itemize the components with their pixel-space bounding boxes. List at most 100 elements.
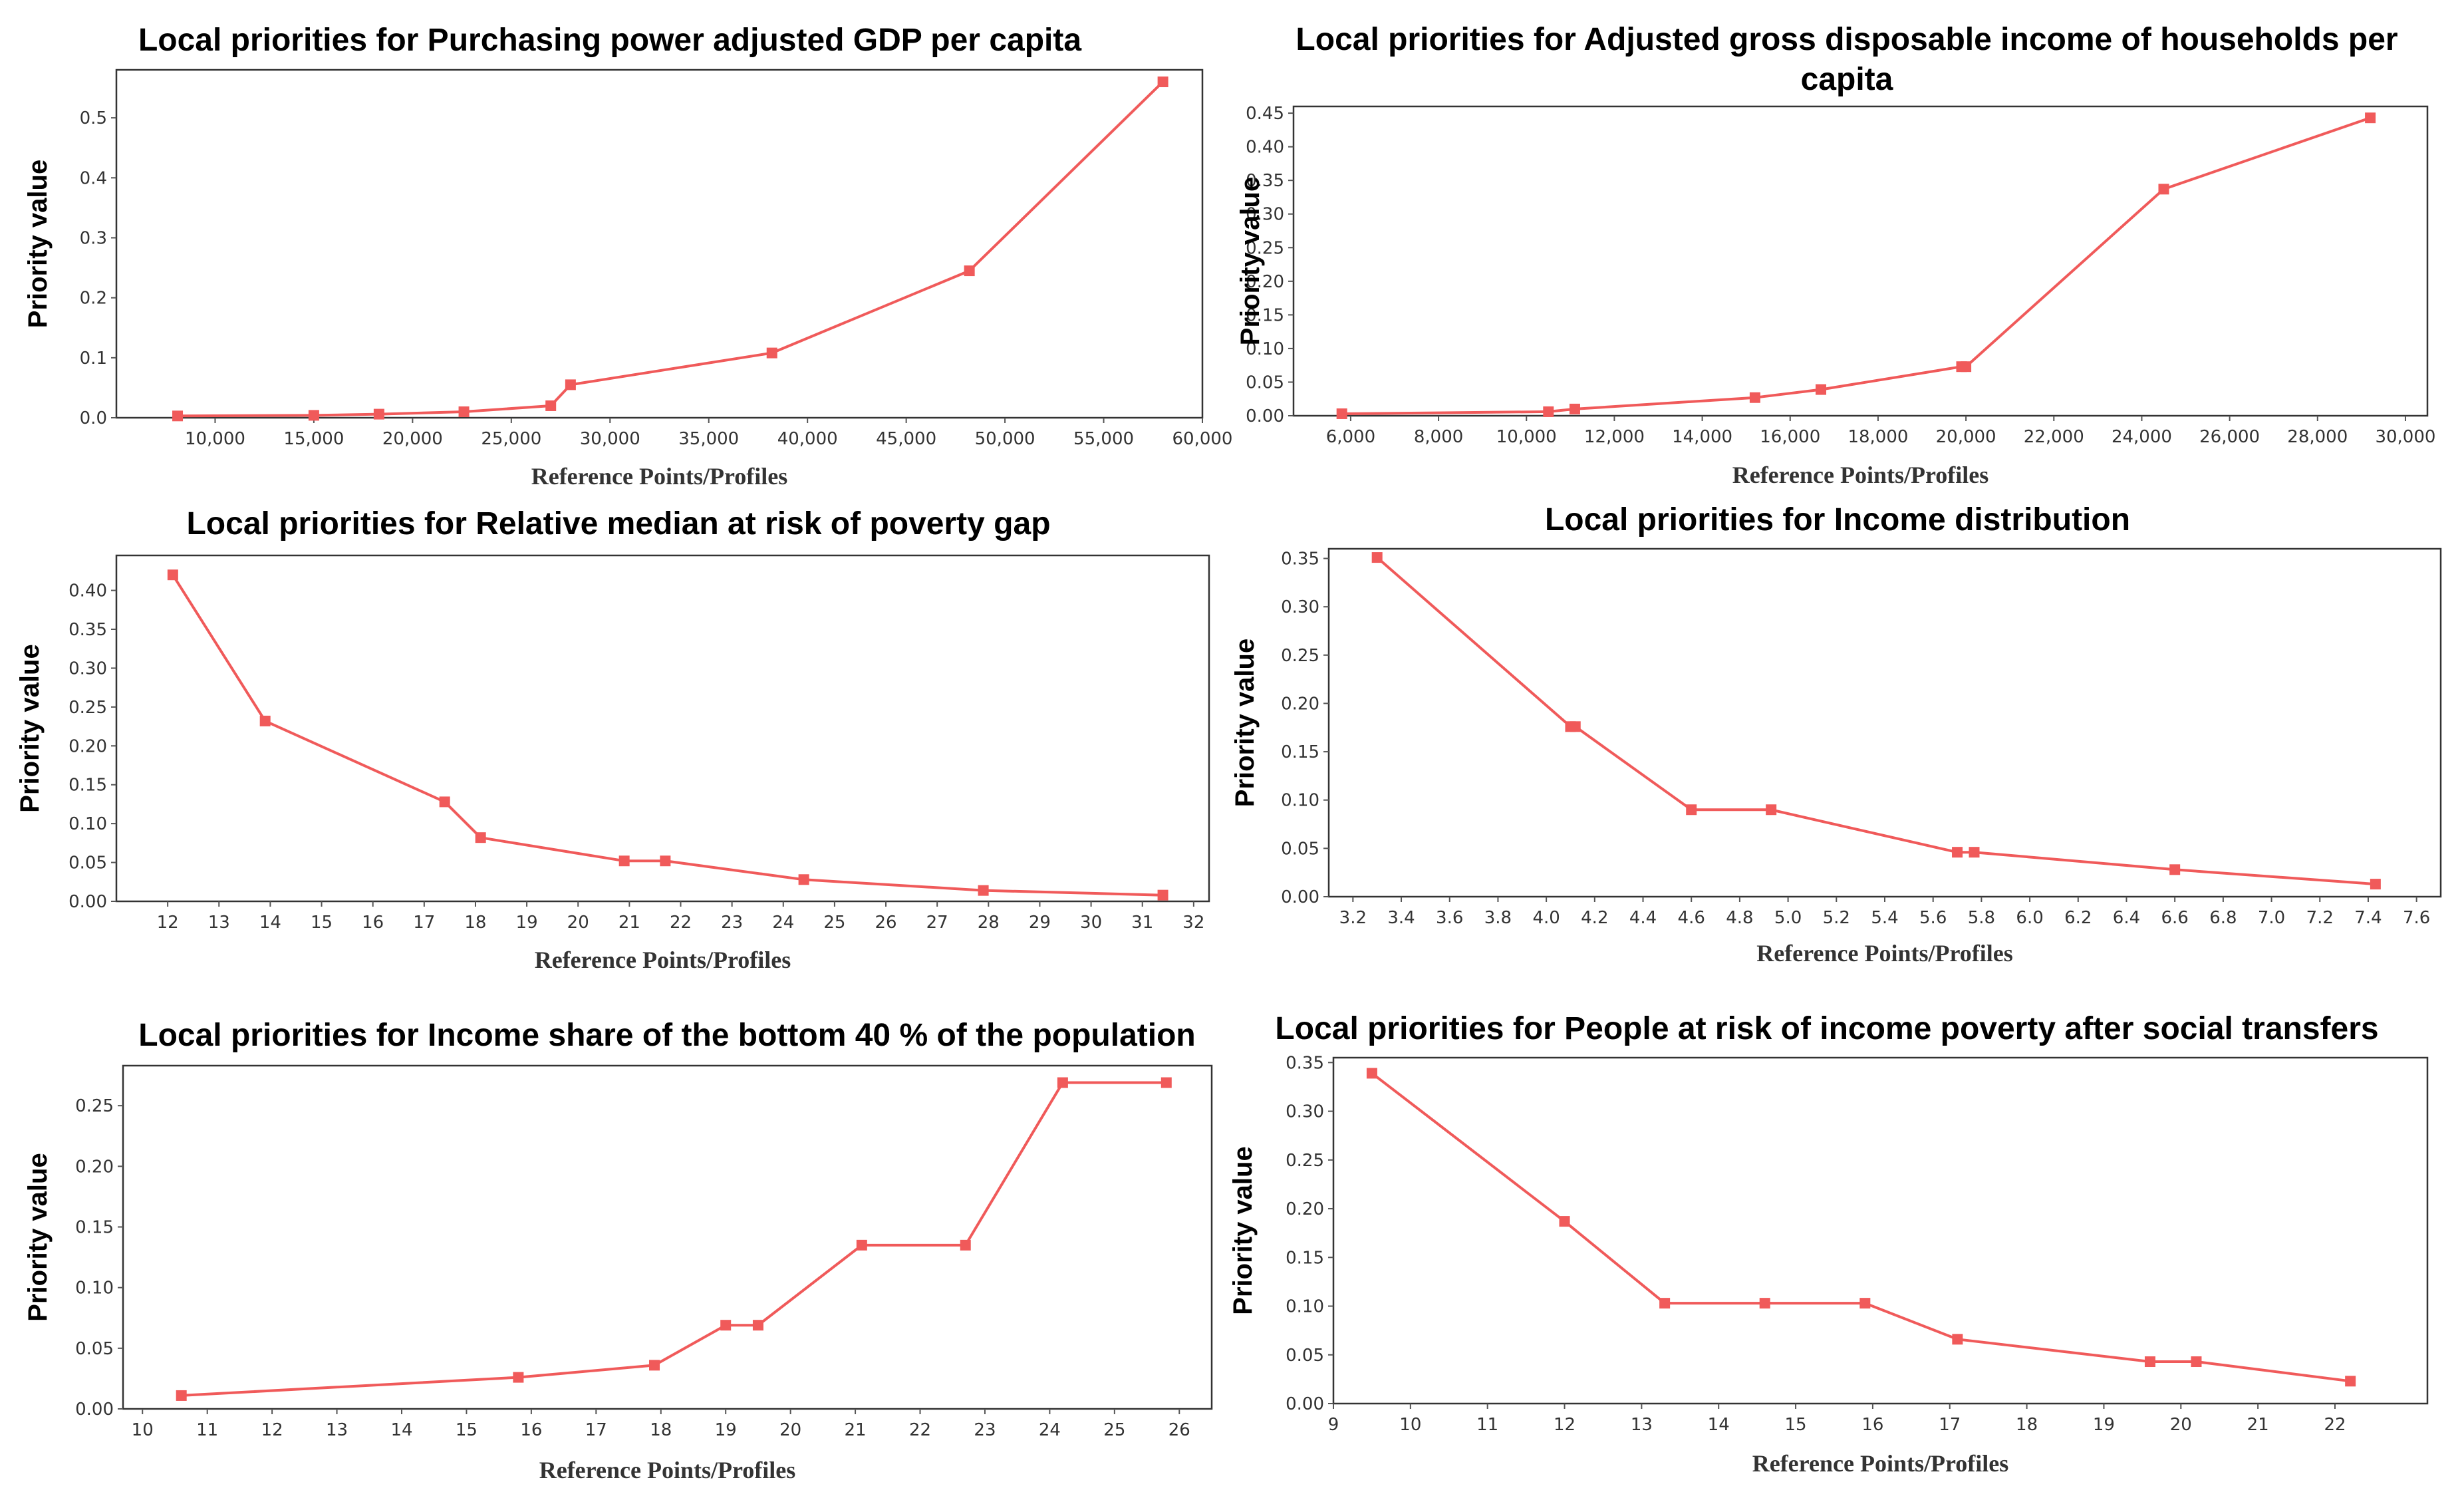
data-point <box>1749 392 1760 403</box>
x-axis-label: Reference Points/Profiles <box>539 1457 796 1483</box>
y-tick-label: 0.20 <box>1286 1199 1324 1219</box>
x-tick-label: 18,000 <box>1848 427 1908 447</box>
x-tick-label: 5.2 <box>1823 908 1850 928</box>
x-tick-label: 7.6 <box>2403 908 2430 928</box>
data-point <box>720 1320 732 1331</box>
data-point <box>1057 1077 1068 1088</box>
x-tick-label: 35,000 <box>678 429 739 449</box>
x-tick-label: 3.6 <box>1436 908 1463 928</box>
y-tick-label: 0.15 <box>68 776 107 796</box>
x-tick-label: 14,000 <box>1672 427 1732 447</box>
y-axis-label: Priority value <box>1236 177 1265 345</box>
x-tick-label: 25,000 <box>481 429 541 449</box>
data-point <box>2158 184 2169 195</box>
x-tick-label: 10,000 <box>1496 427 1557 447</box>
x-tick-label: 26 <box>875 913 896 933</box>
x-tick-label: 14 <box>390 1420 412 1440</box>
y-tick-label: 0.35 <box>1281 549 1319 569</box>
y-tick-label: 0.25 <box>1281 646 1319 666</box>
data-point <box>2345 1376 2356 1387</box>
data-point <box>766 347 777 359</box>
y-tick-label: 0.2 <box>80 289 107 309</box>
x-tick-label: 22 <box>670 913 692 933</box>
data-point <box>1366 1068 1377 1079</box>
x-tick-label: 7.2 <box>2306 908 2334 928</box>
y-tick-label: 0.00 <box>1286 1394 1324 1414</box>
data-point <box>475 832 486 843</box>
data-point <box>1569 403 1580 414</box>
x-axis-label: Reference Points/Profiles <box>1732 462 1989 488</box>
x-tick-label: 10,000 <box>185 429 245 449</box>
x-tick-label: 24 <box>1039 1420 1061 1440</box>
x-tick-label: 30 <box>1080 913 1102 933</box>
x-tick-label: 4.6 <box>1678 908 1705 928</box>
y-tick-label: 0.25 <box>75 1096 114 1116</box>
plot-frame <box>115 554 1210 903</box>
x-tick-label: 20 <box>779 1420 801 1440</box>
data-point <box>1859 1298 1871 1309</box>
x-tick-label: 21 <box>845 1420 867 1440</box>
x-tick-label: 26,000 <box>2199 427 2260 447</box>
y-tick-label: 0.20 <box>75 1157 114 1177</box>
y-tick-label: 0.0 <box>80 408 107 428</box>
y-tick-label: 0.05 <box>75 1339 114 1359</box>
data-point <box>308 410 319 421</box>
chart-6: Local priorities for People at risk of i… <box>1228 1011 2429 1477</box>
x-tick-label: 21 <box>2247 1415 2269 1435</box>
x-tick-label: 19 <box>516 913 538 933</box>
x-tick-label: 14 <box>1708 1415 1730 1435</box>
x-tick-label: 12,000 <box>1584 427 1645 447</box>
data-point <box>978 885 989 896</box>
data-point <box>373 408 384 420</box>
data-point <box>167 569 178 581</box>
chart-title: Local priorities for Relative median at … <box>186 506 1050 541</box>
y-tick-label: 0.15 <box>1286 1248 1324 1268</box>
chart-title: Local priorities for Income distribution <box>1545 502 2130 537</box>
x-tick-label: 55,000 <box>1073 429 1134 449</box>
x-tick-label: 12 <box>261 1420 283 1440</box>
data-point <box>1952 1334 1963 1345</box>
x-tick-label: 3.4 <box>1387 908 1415 928</box>
data-point <box>1157 889 1168 901</box>
y-tick-label: 0.45 <box>1246 104 1284 124</box>
chart-1: Local priorities for Purchasing power ad… <box>23 23 1232 490</box>
plot-frame <box>1292 105 2429 417</box>
x-tick-label: 19 <box>2093 1415 2115 1435</box>
y-tick-label: 0.40 <box>1246 138 1284 158</box>
plot-frame <box>1327 547 2442 898</box>
y-tick-label: 0.05 <box>1246 373 1284 392</box>
y-tick-label: 0.1 <box>80 349 107 369</box>
x-tick-label: 50,000 <box>975 429 1035 449</box>
y-tick-label: 0.20 <box>68 736 107 756</box>
data-point <box>2365 112 2376 124</box>
data-point <box>565 379 576 390</box>
chart-title: Local priorities for Adjusted gross disp… <box>1296 22 2397 57</box>
data-point <box>964 265 975 277</box>
x-tick-label: 16,000 <box>1760 427 1820 447</box>
y-tick-label: 0.10 <box>1286 1297 1324 1317</box>
data-point <box>1961 361 1972 373</box>
y-tick-label: 0.10 <box>1281 791 1319 811</box>
x-tick-label: 21 <box>618 913 640 933</box>
y-tick-label: 0.25 <box>1286 1151 1324 1171</box>
x-tick-label: 6.8 <box>2209 908 2237 928</box>
x-tick-label: 5.0 <box>1774 908 1802 928</box>
x-tick-label: 31 <box>1131 913 1153 933</box>
y-axis-label: Priority value <box>23 160 53 328</box>
data-point <box>2191 1356 2202 1368</box>
x-tick-label: 5.6 <box>1919 908 1947 928</box>
data-point <box>660 855 671 867</box>
plot-frame <box>115 69 1204 419</box>
x-tick-label: 3.2 <box>1339 908 1367 928</box>
y-tick-label: 0.4 <box>80 168 107 188</box>
x-tick-label: 60,000 <box>1172 429 1233 449</box>
x-tick-label: 5.8 <box>1968 908 1995 928</box>
data-point <box>259 715 271 726</box>
x-tick-label: 4.0 <box>1532 908 1560 928</box>
x-tick-label: 26 <box>1168 1420 1190 1440</box>
data-point <box>752 1320 763 1331</box>
x-tick-label: 12 <box>1554 1415 1575 1435</box>
x-tick-label: 25 <box>1103 1420 1125 1440</box>
y-tick-label: 0.05 <box>68 853 107 873</box>
